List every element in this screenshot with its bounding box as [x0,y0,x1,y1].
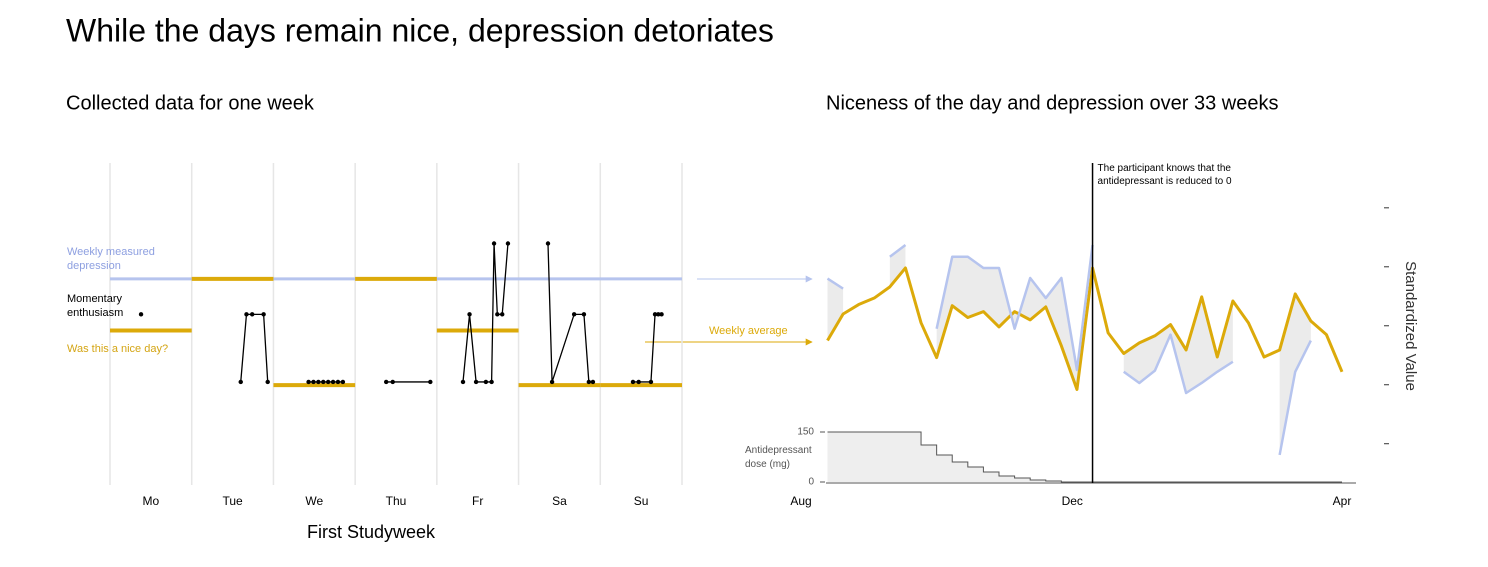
enthusiasm-point [321,379,326,385]
enthusiasm-point [636,379,641,385]
enthusiasm-line [632,313,662,383]
right-title: Niceness of the day and depression over … [826,92,1279,114]
x-tick-label: Dec [1062,494,1083,508]
enthusiasm-point [586,379,592,385]
enthusiasm-point [648,379,654,385]
legend-label: Weekly measured depression [67,246,155,272]
enthusiasm-point [581,312,587,317]
x-axis-title: First Studyweek [307,522,436,542]
enthusiasm-point [316,379,321,385]
enthusiasm-point [495,312,500,317]
x-tick-label: Tue [222,494,243,508]
y-axis-title: Standardized Value [1402,261,1419,391]
dose-line [827,431,1342,483]
enthusiasm-point [571,312,577,317]
enthusiasm-point [390,379,395,385]
enthusiasm-point [244,312,249,317]
enthusiasm-point [340,379,346,385]
series-line [826,243,1312,456]
legend-label: Was this a nice day? [67,343,169,355]
x-tick-label: Fr [472,494,483,508]
legend-label: Momentary enthusiasm [67,293,124,319]
left-title: Collected data for one week [66,92,315,114]
enthusiasm-point [265,379,270,385]
gap-area [936,244,1093,390]
dose-label: Antidepressant dose (mg) [745,445,812,470]
main-title: While the days remain nice, depression d… [66,12,774,48]
gap-area [1123,296,1233,393]
x-tick-label: Mo [143,494,160,508]
enthusiasm-point [549,379,555,385]
enthusiasm-point [306,379,311,385]
enthusiasm-point [491,241,497,246]
enthusiasm-point [330,379,336,385]
enthusiasm-point [138,312,144,317]
enthusiasm-line [547,243,593,383]
enthusiasm-point [630,379,636,385]
enthusiasm-point [325,379,331,385]
x-tick-label: Sa [552,494,567,508]
enthusiasm-line [240,313,269,383]
x-tick-label: Thu [386,494,407,508]
series-line [826,266,1344,391]
enthusiasm-point [500,312,505,317]
enthusiasm-point [656,312,661,317]
enthusiasm-point [238,379,243,385]
enthusiasm-point [505,241,511,246]
enthusiasm-point [249,312,255,317]
x-tick-label: We [305,494,323,508]
enthusiasm-point [335,379,341,385]
enthusiasm-point [311,379,316,385]
enthusiasm-point [545,241,551,246]
enthusiasm-point [489,379,494,385]
enthusiasm-point [467,312,472,317]
enthusiasm-point [483,379,489,385]
enthusiasm-point [473,379,479,385]
gap-area [889,244,906,287]
x-tick-label: Aug [790,494,811,508]
dose-area [827,432,1342,482]
gap-area [827,278,844,341]
dose-tick-label: 150 [797,427,814,438]
enthusiasm-point [428,379,433,385]
x-tick-label: Su [634,494,649,508]
series-label: Weekly average [709,325,788,337]
enthusiasm-point [383,379,389,385]
enthusiasm-point [261,312,266,317]
enthusiasm-point [652,312,658,317]
x-tick-label: Apr [1333,494,1352,508]
enthusiasm-point [590,379,596,385]
enthusiasm-point [460,379,466,385]
enthusiasm-point [659,312,664,317]
dose-tick-label: 0 [808,477,814,488]
annotation: The participant knows that the antidepre… [1097,163,1232,187]
gap-area [1279,293,1311,455]
